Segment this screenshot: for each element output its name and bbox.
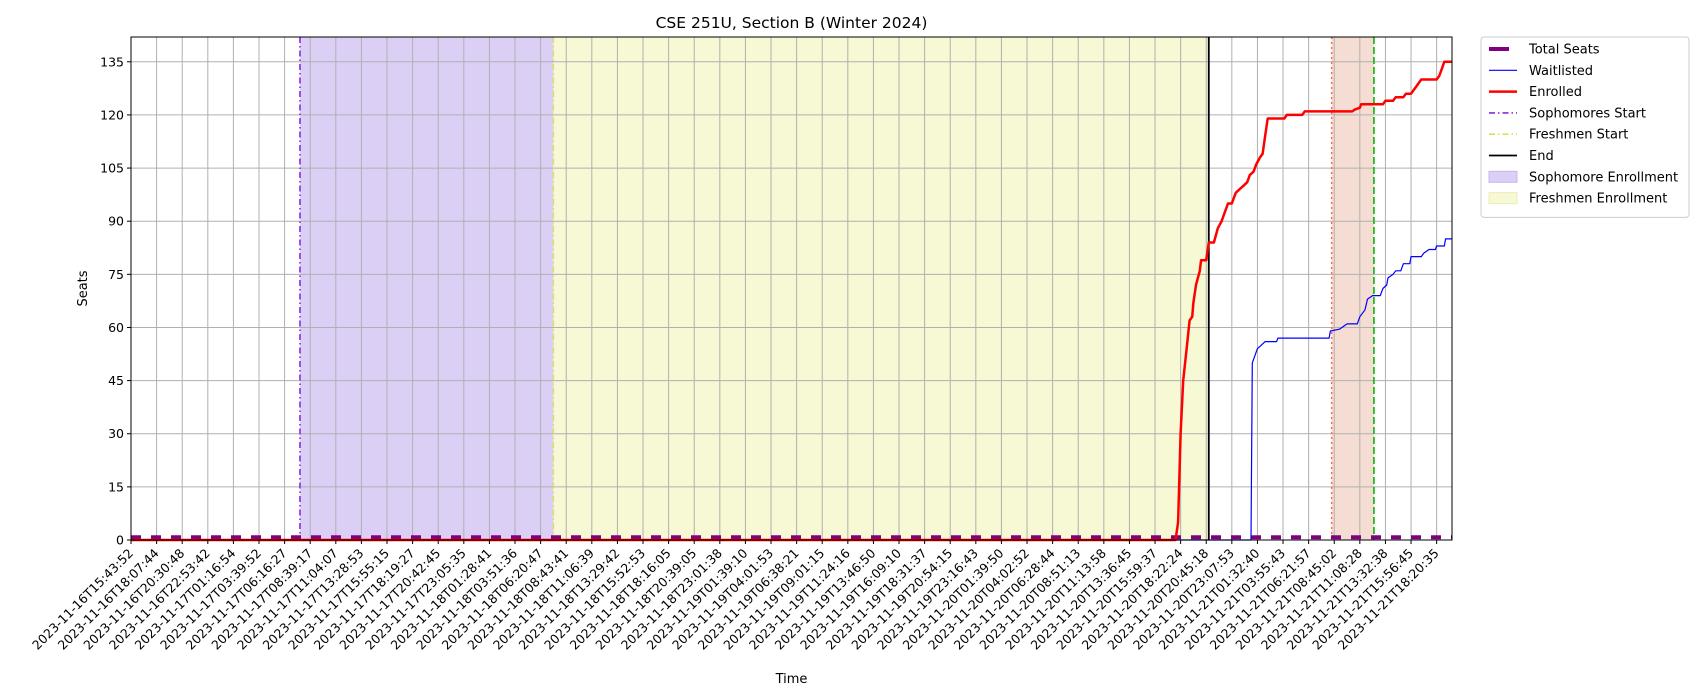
span-extra [1331,37,1374,540]
legend-item: Total Seats [1489,43,1600,58]
shaded-spans [299,37,1374,540]
y-tick-label: 45 [108,373,124,388]
y-tick-label: 60 [108,320,124,335]
span-0 [299,37,554,540]
legend-label: Sophomore Enrollment [1529,170,1678,185]
y-axis-label: Seats [76,270,91,306]
y-tick-label: 75 [108,267,124,282]
legend: Total Seats Waitlisted Enrolled Sophomores … [1480,36,1690,218]
legend-item: Freshmen Start [1489,128,1628,143]
legend-item: Waitlisted [1489,64,1593,79]
y-tick-label: 120 [100,107,124,122]
series-lines [131,60,1452,542]
legend-item: Sophomore Enrollment [1488,170,1678,185]
y-tick-label: 105 [100,161,124,176]
legend-label: Freshmen Start [1529,128,1628,143]
legend-box [1480,36,1690,218]
vertical-marker-lines [299,37,1375,540]
legend-item: Freshmen Enrollment [1488,192,1667,207]
series-waitlisted [131,238,1452,541]
chart-title: CSE 251U, Section B (Winter 2024) [656,14,928,32]
y-tick-label: 135 [100,54,124,69]
span-1 [553,37,1209,540]
y-tick-label: 15 [108,479,124,494]
legend-label: Total Seats [1528,43,1600,58]
legend-label: Sophomores Start [1529,106,1646,121]
legend-label: Freshmen Enrollment [1529,192,1667,207]
grid [130,37,1452,541]
y-axis-ticks: 0 15 30 45 60 75 90 105 120 135 [100,54,131,548]
y-tick-label: 0 [116,533,124,548]
legend-swatch [1488,170,1518,183]
legend-label: Enrolled [1529,85,1582,100]
y-tick-label: 30 [108,426,124,441]
series-enrolled [131,60,1452,542]
x-axis-label: Time [775,672,808,687]
legend-item: End [1489,149,1554,164]
legend-item: Sophomores Start [1489,106,1646,121]
legend-label: End [1529,149,1554,164]
legend-label: Waitlisted [1529,64,1593,79]
legend-swatch [1488,192,1518,205]
plot-frame [130,36,1453,541]
y-tick-label: 90 [108,214,124,229]
legend-item: Enrolled [1489,85,1582,100]
x-axis-ticks: 2023-11-16T15:43:522023-11-16T18:07:4420… [29,540,1442,653]
